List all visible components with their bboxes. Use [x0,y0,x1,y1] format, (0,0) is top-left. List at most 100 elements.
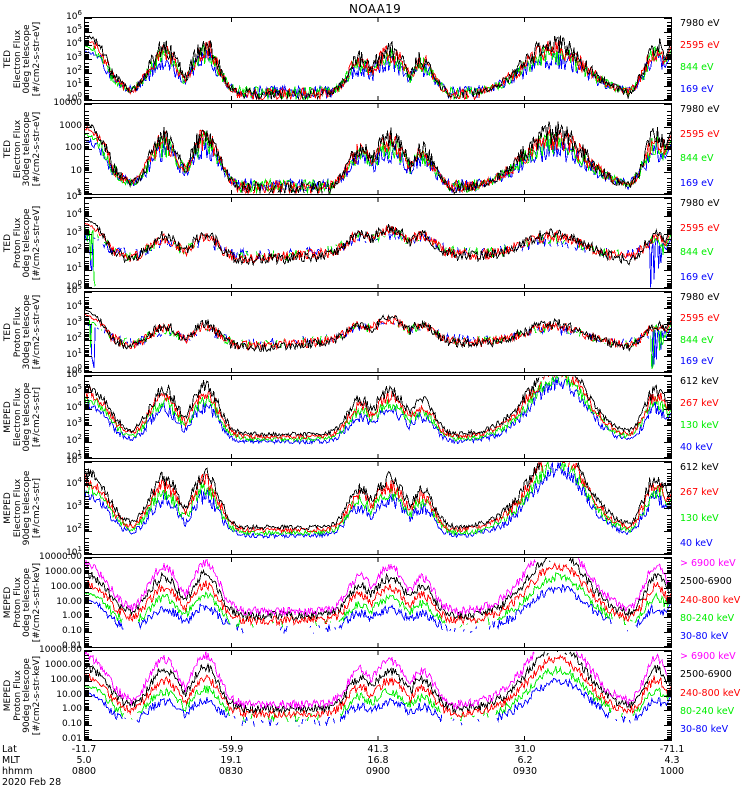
legend-entry: 7980 eV [680,18,720,29]
plot-panel-meped-electron-0deg [84,375,672,459]
y-tick-label: 103 [66,499,82,512]
legend-meped-proton-90deg: > 6900 keV 2500-6900 240-800 keV 80-240 keV… [680,650,750,741]
y-tick-label: 1000.00 [44,566,82,577]
y-tick-label: 1.00 [61,611,82,622]
x-axis-tick-value-mlt: 6.2 [517,755,533,766]
y-tick-label: 1 [76,188,82,198]
legend-entry: 844 eV [680,153,714,165]
y-tick-label: 104 [66,36,82,50]
x-axis-tick-value-lat: -11.7 [71,744,97,755]
y-tick-label: 102 [66,63,82,77]
plot-panel-ted-proton-0deg [84,197,672,289]
y-tick-label: 104 [66,299,82,312]
y-tick-label: 100.00 [50,674,83,685]
y-tick-label: 10 [70,165,82,176]
y-tick-label: 1000.00 [44,659,82,670]
legend-entry: 30-80 keV [680,724,729,735]
y-tick-label: 101 [66,77,82,91]
x-axis-tick-value-mlt: 5.0 [76,755,92,766]
y-tick-label: 1.00 [61,704,82,715]
legend-entry: 2595 eV [680,222,720,234]
x-axis-tick-value-lat: 31.0 [514,744,536,755]
x-axis-row-label-lat: Lat [2,744,17,755]
y-tick-label: 103 [66,315,82,328]
x-axis-tick-value-mlt: 16.8 [367,755,389,766]
y-tick-label: 101 [66,449,82,462]
legend-entry: 844 eV [680,334,714,346]
legend-entry: 240-800 keV [680,594,741,606]
legend-entry: 2500-6900 [680,669,732,681]
y-tick-label: 103 [66,416,82,430]
x-axis-tick-value-mlt: 19.1 [220,755,242,766]
y-tick-label: 101 [66,347,82,360]
y-tick-label: 103 [66,225,82,238]
legend-ted-proton-0deg: 7980 eV 2595 eV 844 eV 169 eV [680,197,750,289]
y-tick-label: 0.01 [61,641,82,651]
y-tick-label: 10000.00 [39,645,82,655]
y-axis-ticks-meped-electron-90deg: 105 104 103 102 101 [36,454,82,558]
date-stamp: 2020 Feb 28 [2,777,62,788]
y-tick-label: 105 [66,383,82,397]
legend-entry: 267 keV [680,398,719,409]
plot-panel-ted-electron-0deg [84,17,672,101]
legend-entry: 169 eV [680,178,714,189]
legend-entry: 169 eV [680,356,714,367]
legend-entry: 612 keV [680,462,719,473]
plot-panel-meped-electron-90deg [84,461,672,555]
legend-entry: 2500-6900 [680,576,732,588]
legend-meped-proton-0deg: > 6900 keV 2500-6900 240-800 keV 80-240 keV… [680,557,750,648]
y-tick-label: 100.00 [50,581,83,592]
y-tick-label: 100 [66,91,82,104]
x-axis-tick-value-hhmm: 1000 [659,766,685,777]
legend-entry: 80-240 keV [680,612,735,624]
y-tick-label: 0.10 [61,719,82,730]
legend-entry: 2595 eV [680,128,720,140]
x-axis-tick-value-hhmm: 0800 [71,766,97,777]
y-tick-label: 105 [66,189,82,202]
legend-ted-electron-30deg: 7980 eV 2595 eV 844 eV 169 eV [680,103,750,195]
legend-entry: 130 keV [680,512,719,524]
legend-entry: 130 keV [680,420,719,431]
y-tick-label: 101 [66,261,82,274]
y-tick-label: 10000.00 [39,552,82,562]
legend-meped-electron-0deg: 612 keV 267 keV 130 keV 40 keV [680,375,750,459]
y-axis-ticks-ted-electron-0deg: 106 105 104 103 102 101 100 [36,10,82,104]
y-tick-label: 0.01 [61,734,82,744]
x-axis-tick-value-mlt: 4.3 [664,755,680,766]
y-axis-ticks-meped-proton-90deg: 10000.00 1000.00 100.00 10.00 1.00 0.10 0.01 [36,646,83,744]
y-tick-label: 105 [66,283,82,296]
legend-entry: 80-240 keV [680,705,735,717]
legend-ted-electron-0deg: 7980 eV 2595 eV 844 eV 169 eV [680,17,750,101]
x-axis-tick-value-lat: -71.1 [659,744,685,755]
x-axis-tick-value-hhmm: 0930 [512,766,538,777]
y-tick-label: 102 [66,331,82,344]
x-axis-tick-value-hhmm: 0830 [218,766,244,777]
y-axis-ticks-ted-electron-30deg: 10000 1000 100 10 1 [36,99,82,198]
y-tick-label: 104 [66,476,82,489]
legend-entry: 7980 eV [680,198,720,209]
y-tick-label: 102 [66,432,82,446]
legend-ted-proton-30deg: 7980 eV 2595 eV 844 eV 169 eV [680,291,750,373]
page-title: NOAA19 [348,2,402,16]
legend-entry: 2595 eV [680,313,720,325]
legend-entry: > 6900 keV [680,651,736,662]
y-tick-label: 106 [66,367,82,380]
legend-entry: 40 keV [680,538,713,549]
y-tick-label: 100 [64,143,82,153]
legend-entry: 7980 eV [680,104,720,115]
legend-entry: 40 keV [680,442,713,453]
y-tick-label: 100 [66,363,82,376]
legend-entry: 7980 eV [680,292,720,303]
y-axis-ticks-meped-proton-0deg: 10000.00 1000.00 100.00 10.00 1.00 0.10 0.01 [36,553,83,651]
legend-entry: 169 eV [680,84,714,95]
y-tick-label: 100 [66,279,82,292]
y-tick-label: 10.00 [56,596,82,607]
plot-panel-meped-proton-0deg [84,557,672,648]
legend-entry: > 6900 keV [680,558,736,569]
legend-entry: 30-80 keV [680,631,729,642]
y-tick-label: 105 [66,453,82,466]
legend-entry: 844 eV [680,62,714,73]
legend-entry: 267 keV [680,487,719,499]
y-tick-label: 1000 [59,120,82,131]
legend-meped-electron-90deg: 612 keV 267 keV 130 keV 40 keV [680,461,750,555]
